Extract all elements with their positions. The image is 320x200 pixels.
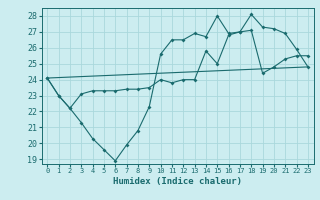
X-axis label: Humidex (Indice chaleur): Humidex (Indice chaleur) <box>113 177 242 186</box>
